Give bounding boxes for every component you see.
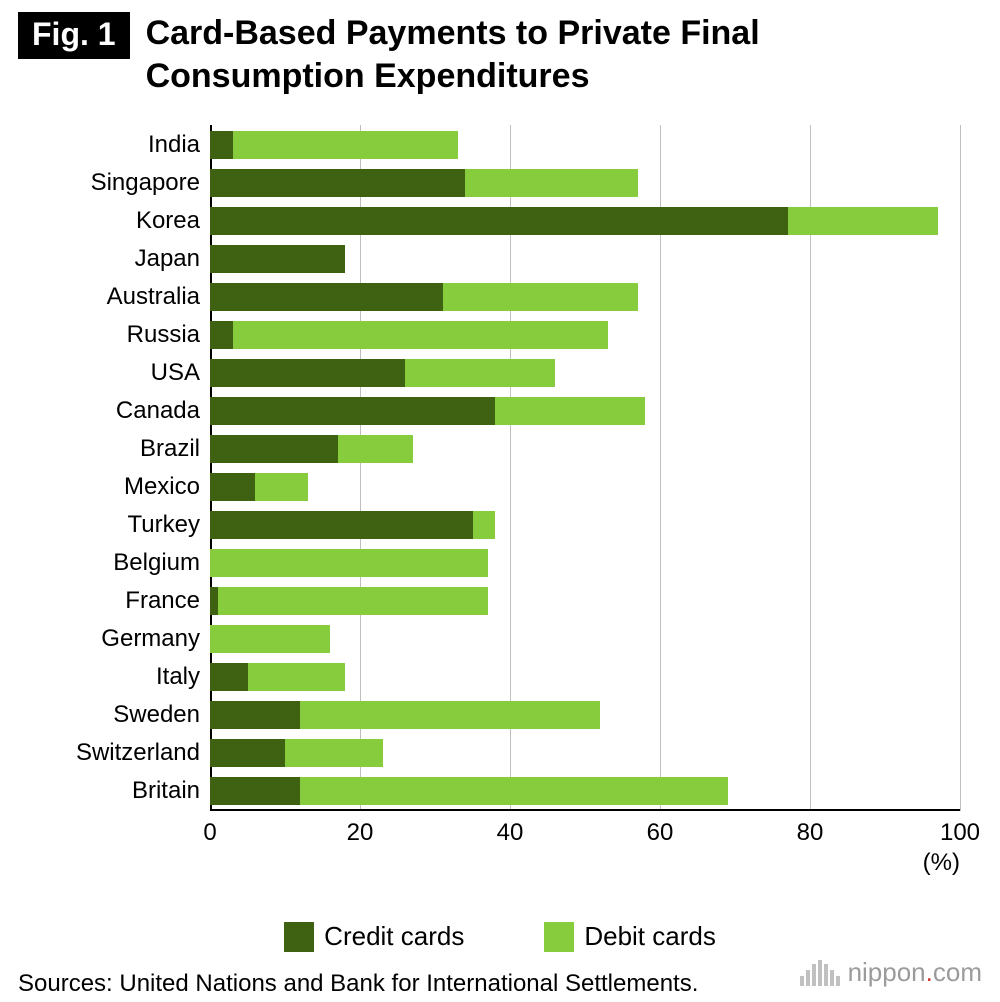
bar-segment-credit — [210, 169, 465, 197]
bar-segment-debit — [443, 283, 638, 311]
bar-segment-credit — [210, 321, 233, 349]
bar-row: Brazil — [210, 435, 960, 463]
figure-title: Card-Based Payments to Private Final Con… — [146, 12, 982, 97]
category-label: Brazil — [140, 435, 210, 463]
bar-row: Turkey — [210, 511, 960, 539]
category-label: Germany — [101, 625, 210, 653]
legend-item: Credit cards — [284, 921, 464, 952]
bar-segment-credit — [210, 663, 248, 691]
bar-row: Germany — [210, 625, 960, 653]
bar-segment-debit — [210, 549, 488, 577]
bar-segment-credit — [210, 777, 300, 805]
legend: Credit cards Debit cards — [0, 921, 1000, 952]
bar-segment-debit — [405, 359, 555, 387]
x-tick-label: 40 — [497, 811, 524, 847]
category-label: France — [125, 587, 210, 615]
bar-segment-credit — [210, 283, 443, 311]
brand-text: nippon.com — [848, 957, 982, 988]
category-label: Britain — [132, 777, 210, 805]
bar-segment-credit — [210, 207, 788, 235]
category-label: Korea — [136, 207, 210, 235]
category-label: Mexico — [124, 473, 210, 501]
legend-swatch — [284, 922, 314, 952]
bar-row: Britain — [210, 777, 960, 805]
figure-badge: Fig. 1 — [18, 12, 130, 59]
legend-swatch — [544, 922, 574, 952]
category-label: Sweden — [113, 701, 210, 729]
bar-segment-credit — [210, 359, 405, 387]
bar-segment-debit — [495, 397, 645, 425]
bar-row: Belgium — [210, 549, 960, 577]
title-block: Fig. 1 Card-Based Payments to Private Fi… — [0, 0, 1000, 105]
bar-segment-debit — [255, 473, 308, 501]
bar-segment-debit — [233, 321, 608, 349]
bar-segment-debit — [338, 435, 413, 463]
bar-row: USA — [210, 359, 960, 387]
bar-segment-debit — [285, 739, 383, 767]
bar-segment-debit — [248, 663, 346, 691]
bar-segment-debit — [473, 511, 496, 539]
x-tick-label: 20 — [347, 811, 374, 847]
bar-segment-credit — [210, 397, 495, 425]
bar-segment-debit — [300, 777, 728, 805]
bar-segment-credit — [210, 587, 218, 615]
x-tick-label: 100 — [940, 811, 980, 847]
bar-row: Switzerland — [210, 739, 960, 767]
x-axis-unit: (%) — [923, 849, 960, 877]
x-tick-label: 60 — [647, 811, 674, 847]
bar-row: France — [210, 587, 960, 615]
bar-row: Canada — [210, 397, 960, 425]
brand-dot: . — [926, 957, 933, 987]
category-label: Belgium — [113, 549, 210, 577]
category-label: India — [148, 131, 210, 159]
x-tick-label: 0 — [203, 811, 216, 847]
category-label: Japan — [135, 245, 210, 273]
bar-row: Russia — [210, 321, 960, 349]
category-label: Russia — [127, 321, 210, 349]
bar-segment-debit — [788, 207, 938, 235]
category-label: Italy — [156, 663, 210, 691]
bar-segment-credit — [210, 131, 233, 159]
gridline — [960, 125, 961, 811]
bar-segment-credit — [210, 473, 255, 501]
category-label: Singapore — [91, 169, 210, 197]
legend-label: Debit cards — [584, 921, 716, 952]
bar-segment-debit — [465, 169, 638, 197]
bar-row: India — [210, 131, 960, 159]
category-label: Australia — [107, 283, 210, 311]
brand-suffix: com — [933, 957, 982, 987]
bar-segment-credit — [210, 435, 338, 463]
category-label: USA — [151, 359, 210, 387]
brand-name: nippon — [848, 957, 926, 987]
category-label: Switzerland — [76, 739, 210, 767]
bar-row: Japan — [210, 245, 960, 273]
bar-segment-credit — [210, 245, 345, 273]
bar-segment-credit — [210, 511, 473, 539]
bar-row: Korea — [210, 207, 960, 235]
bar-segment-credit — [210, 739, 285, 767]
bar-segment-debit — [233, 131, 458, 159]
bar-row: Italy — [210, 663, 960, 691]
x-axis — [210, 809, 960, 811]
bar-row: Australia — [210, 283, 960, 311]
category-label: Turkey — [128, 511, 210, 539]
bar-segment-credit — [210, 701, 300, 729]
bar-row: Mexico — [210, 473, 960, 501]
brand-logo: nippon.com — [800, 957, 982, 988]
bar-row: Sweden — [210, 701, 960, 729]
bar-segment-debit — [218, 587, 488, 615]
legend-item: Debit cards — [544, 921, 716, 952]
legend-label: Credit cards — [324, 921, 464, 952]
x-tick-label: 80 — [797, 811, 824, 847]
chart: 020406080100IndiaSingaporeKoreaJapanAust… — [30, 125, 970, 861]
bar-segment-debit — [210, 625, 330, 653]
plot-area: 020406080100IndiaSingaporeKoreaJapanAust… — [210, 125, 960, 811]
brand-bars-icon — [800, 960, 840, 986]
bar-row: Singapore — [210, 169, 960, 197]
category-label: Canada — [116, 397, 210, 425]
bar-segment-debit — [300, 701, 600, 729]
